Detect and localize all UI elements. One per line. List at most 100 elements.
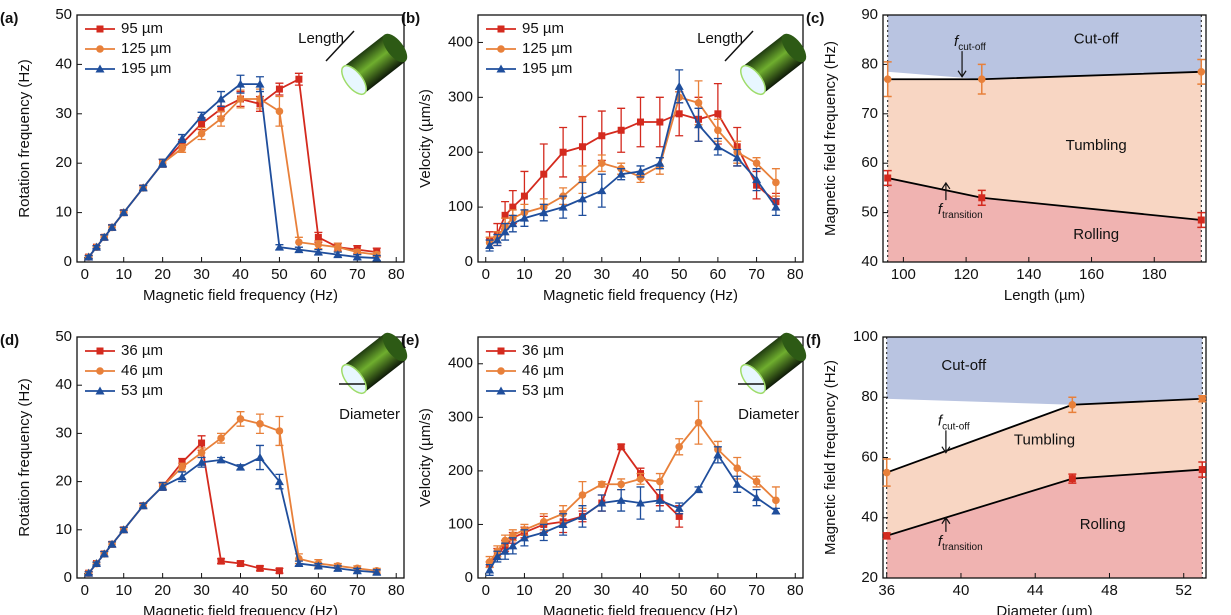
marker [500, 546, 510, 555]
y-tick-label: 200 [448, 462, 473, 479]
y-tick-label: 0 [64, 253, 72, 270]
marker [558, 519, 568, 528]
x-tick-label: 10 [516, 582, 533, 599]
marker [637, 118, 644, 126]
x-tick-label: 0 [482, 266, 490, 283]
x-tick-label: 20 [555, 582, 572, 599]
x-axis-label: Length (µm) [1004, 287, 1085, 304]
marker [617, 480, 625, 489]
marker [694, 99, 703, 107]
legend-marker [497, 45, 505, 53]
symbol: f [938, 412, 944, 429]
marker [539, 527, 549, 536]
marker [236, 415, 245, 423]
marker [216, 455, 226, 464]
region-label: Tumbling [1014, 432, 1075, 449]
legend-marker [96, 25, 104, 33]
subscript: cut-off [958, 42, 986, 53]
y-axis-label: Magnetic field frequency (Hz) [822, 360, 839, 555]
marker [559, 148, 567, 156]
legend-label: 125 µm [522, 40, 572, 57]
marker [617, 126, 625, 134]
x-tick-label: 0 [482, 582, 490, 599]
subscript: transition [942, 210, 983, 221]
x-tick-label: 80 [388, 582, 405, 599]
legend-marker [96, 367, 104, 375]
marker [713, 450, 723, 459]
marker [509, 531, 517, 539]
marker [275, 85, 283, 93]
marker [501, 211, 509, 219]
legend-marker [496, 64, 506, 73]
x-tick-label: 140 [1016, 266, 1041, 283]
x-tick-label: 80 [388, 266, 405, 283]
marker [578, 175, 587, 184]
marker [197, 457, 207, 466]
series-line [87, 417, 377, 574]
y-axis-label: Rotation frequency (Hz) [16, 378, 33, 536]
legend-marker [497, 25, 505, 33]
marker [636, 498, 645, 507]
marker [333, 250, 343, 259]
panel-label: (d) [0, 332, 19, 349]
x-tick-label: 60 [310, 266, 327, 283]
legend-marker [497, 367, 505, 375]
y-tick-label: 50 [55, 328, 72, 345]
marker [119, 208, 129, 217]
marker [714, 110, 722, 118]
cylinder-icon [341, 33, 408, 96]
marker [492, 235, 502, 244]
marker [1068, 475, 1076, 483]
panel-label: (e) [401, 332, 419, 349]
marker [314, 240, 323, 249]
panel-label: (f) [806, 332, 821, 349]
region-rolling [886, 469, 1203, 578]
y-tick-label: 200 [448, 143, 473, 160]
marker [616, 495, 626, 504]
series-line [488, 453, 777, 571]
x-tick-label: 36 [878, 582, 895, 599]
marker [616, 169, 626, 178]
marker [1198, 394, 1207, 403]
marker [884, 174, 892, 182]
y-tick-label: 400 [448, 355, 473, 372]
marker [84, 252, 94, 261]
marker [372, 567, 382, 576]
marker [99, 549, 109, 558]
x-tick-label: 70 [349, 582, 366, 599]
y-tick-label: 60 [861, 154, 878, 171]
plot-frame [882, 14, 1207, 263]
marker [656, 118, 664, 126]
marker [217, 434, 225, 443]
region-tumbling [886, 398, 1203, 536]
marker [674, 503, 684, 512]
marker [275, 567, 283, 575]
x-tick-label: 44 [1027, 582, 1044, 599]
arrow [941, 181, 951, 201]
y-tick-label: 40 [861, 509, 878, 526]
marker [197, 129, 206, 138]
x-axis-label: Diameter (µm) [996, 603, 1092, 615]
marker [178, 144, 186, 153]
marker [577, 511, 587, 520]
marker [334, 243, 342, 251]
marker [274, 477, 284, 486]
marker [256, 419, 264, 428]
marker [314, 233, 322, 241]
symbol: f [938, 533, 944, 550]
marker [598, 480, 606, 489]
legend-marker [95, 386, 105, 395]
annotation: Diameter [339, 406, 400, 423]
panel-label: (b) [401, 10, 420, 27]
symbol: f [954, 33, 960, 50]
marker [138, 183, 148, 192]
marker [485, 558, 494, 566]
marker [519, 213, 529, 222]
marker [1068, 400, 1077, 409]
x-tick-label: 70 [748, 582, 765, 599]
legend-marker [497, 347, 505, 355]
marker [119, 525, 129, 534]
y-tick-label: 40 [861, 253, 878, 270]
arrow [941, 430, 951, 454]
marker [675, 512, 683, 520]
